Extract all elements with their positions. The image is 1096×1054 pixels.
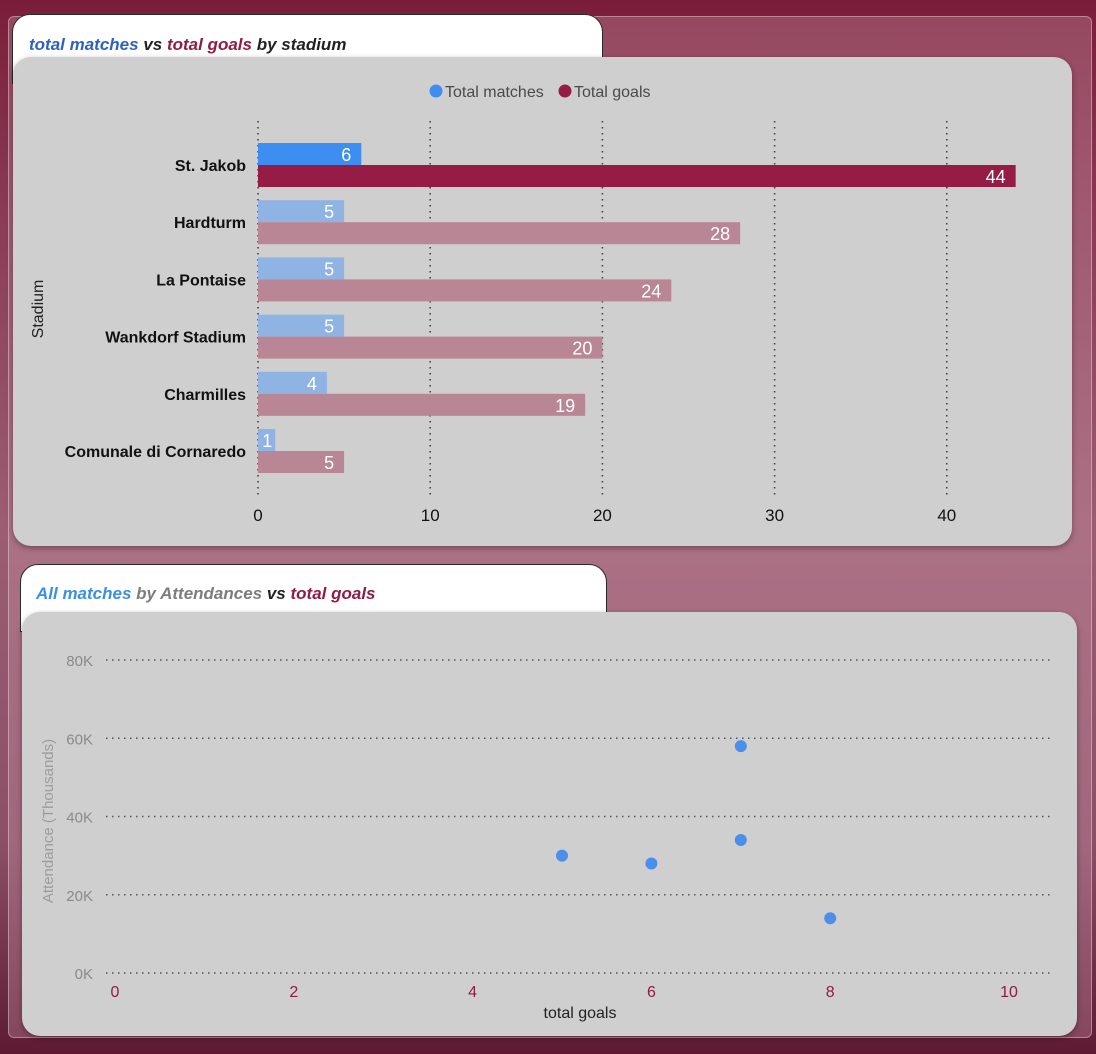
bar-data-label: 5 <box>324 453 334 473</box>
bar-title-part: total goals <box>166 35 252 54</box>
bar-chart-title: total matches vs total goals by stadium <box>29 35 346 55</box>
x-tick-label: 40 <box>937 506 956 525</box>
bar-data-label: 28 <box>710 224 730 244</box>
bar-data-label: 5 <box>324 317 334 337</box>
bar <box>258 143 362 165</box>
scatter-chart: 0K 20K 40K 60K 80K 0 2 4 6 8 10 total goals Attendan… <box>40 653 1052 1022</box>
scatter-title-part: All matches <box>36 584 132 603</box>
x-tick-label: 4 <box>468 984 477 1001</box>
category-label: La Pontaise <box>156 272 246 289</box>
category-label: Wankdorf Stadium <box>105 330 246 347</box>
bar-data-label: 6 <box>341 145 351 165</box>
x-tick-label: 10 <box>1000 984 1018 1001</box>
scatter-title-part: vs <box>262 584 291 603</box>
scatter-point <box>556 849 568 862</box>
y-tick-label: 80K <box>66 653 93 670</box>
bar-data-label: 44 <box>986 167 1006 187</box>
x-tick-label: 10 <box>421 506 440 525</box>
bar <box>258 314 345 337</box>
bar-data-label: 1 <box>262 431 272 451</box>
bar <box>258 336 603 359</box>
bar-data-label: 5 <box>324 202 334 222</box>
x-tick-label: 8 <box>826 984 835 1001</box>
y-axis-label: Attendance (Thousands) <box>40 739 57 903</box>
x-tick-label: 0 <box>253 506 262 525</box>
category-label: Charmilles <box>164 387 246 404</box>
bar <box>258 429 276 451</box>
legend-marker <box>429 84 443 98</box>
y-tick-label: 0K <box>75 966 93 983</box>
bar-chart-card: 0 10 20 30 40 Total matches Total goals Stadium… <box>13 57 1072 546</box>
bar <box>258 279 672 302</box>
y-tick-label: 60K <box>66 731 93 748</box>
scatter-point <box>734 740 747 753</box>
bar-title-part: vs <box>138 35 167 54</box>
y-axis-label: Stadium <box>30 280 47 339</box>
bar-title-part: total matches <box>29 35 139 54</box>
x-axis-label: total goals <box>544 1005 617 1022</box>
scatter-point <box>734 833 747 846</box>
scatter-point <box>824 912 837 925</box>
bar-title-part: by stadium <box>251 35 347 54</box>
bar-data-label: 24 <box>641 281 661 301</box>
y-tick-label: 20K <box>66 888 93 905</box>
category-label: Comunale di Cornaredo <box>65 444 247 461</box>
category-label: Hardturm <box>174 215 246 232</box>
bar <box>258 222 741 245</box>
bar-data-label: 19 <box>555 396 575 416</box>
y-tick-label: 40K <box>66 810 93 827</box>
bar <box>258 451 345 473</box>
legend-marker <box>558 84 572 98</box>
legend-label: Total goals <box>574 84 651 101</box>
legend-label: Total matches <box>445 84 544 101</box>
scatter-point <box>645 857 658 870</box>
bar-data-label: 5 <box>324 259 334 279</box>
category-label: St. Jakob <box>175 158 246 175</box>
x-tick-label: 30 <box>765 506 784 525</box>
x-tick-label: 0 <box>111 984 120 1001</box>
bar-chart: 0 10 20 30 40 Total matches Total goals Stadium… <box>30 84 1016 525</box>
x-tick-label: 6 <box>647 984 656 1001</box>
bar <box>258 393 586 416</box>
x-tick-label: 2 <box>289 984 298 1001</box>
bar-data-label: 20 <box>572 339 592 359</box>
bar <box>258 165 1016 187</box>
scatter-chart-card: 0K 20K 40K 60K 80K 0 2 4 6 8 10 total goals Attendan… <box>22 612 1077 1036</box>
scatter-title-part: total goals <box>290 584 376 603</box>
bar-data-label: 4 <box>307 374 317 394</box>
bar <box>258 371 327 394</box>
bar <box>258 257 345 280</box>
scatter-title-part: Attendances <box>160 584 263 603</box>
scatter-title-part: by <box>131 584 161 603</box>
bar <box>258 200 345 223</box>
scatter-chart-title: All matches by Attendances vs total goal… <box>36 584 376 604</box>
x-tick-label: 20 <box>593 506 612 525</box>
